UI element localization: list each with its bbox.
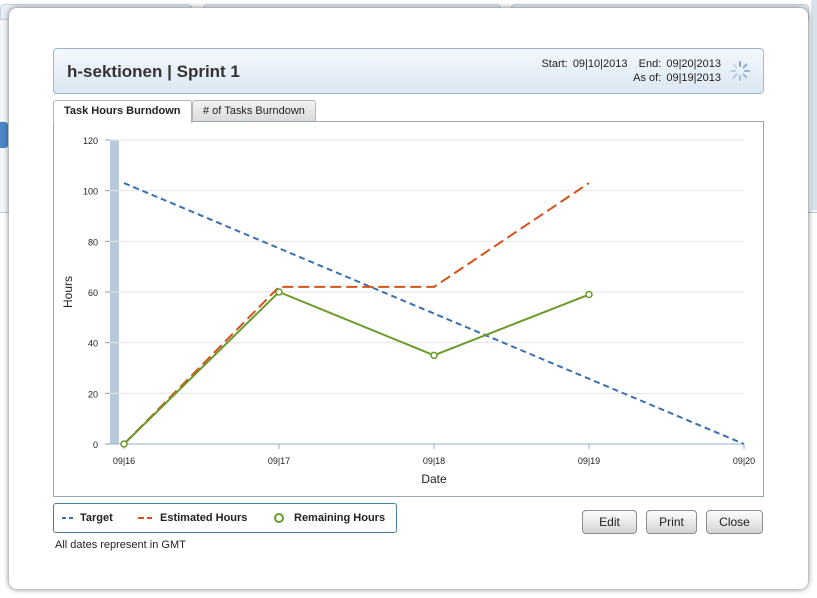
- x-tick-label: 09|20: [733, 456, 755, 466]
- estimated-line-icon: [138, 517, 152, 519]
- end-label: End:: [638, 58, 662, 70]
- data-point: [120, 440, 128, 448]
- sprint-title: h-sektionen | Sprint 1: [67, 62, 240, 81]
- tab-task-hours-burndown[interactable]: Task Hours Burndown: [53, 100, 192, 123]
- data-point: [275, 288, 283, 296]
- series-target: [123, 182, 745, 445]
- edit-button[interactable]: Edit: [582, 510, 637, 534]
- x-axis-label: Date: [421, 472, 447, 486]
- y-tick-label: 100: [83, 187, 98, 197]
- legend-estimated-label: Estimated Hours: [160, 512, 248, 524]
- y-tick-label: 0: [93, 440, 98, 450]
- timezone-note: All dates represent in GMT: [55, 539, 186, 551]
- sprint-dates: Start: 09|10|2013 End: 09|20|2013 As of:…: [539, 57, 721, 85]
- remaining-marker-icon: [274, 513, 284, 523]
- data-point: [430, 351, 438, 360]
- dialog-header: h-sektionen | Sprint 1 Start: 09|10|2013…: [53, 48, 764, 94]
- y-tick-label: 40: [88, 339, 98, 349]
- chart-canvas: 0 20 40 60 80 100 120 09|16 09|17 09|18 09|19 09|20…: [61, 136, 755, 486]
- start-label: Start:: [541, 58, 568, 70]
- asof-date: 09|19|2013: [666, 72, 721, 84]
- y-axis-label: Hours: [61, 276, 75, 308]
- y-tick-label: 20: [88, 389, 98, 399]
- legend-remaining-hours: Remaining Hours: [272, 504, 392, 532]
- series-estimated-hours: [123, 182, 590, 445]
- burndown-chart: 0 20 40 60 80 100 120 09|16 09|17 09|18 09|19 09|20…: [53, 121, 764, 497]
- y-tick-label: 80: [88, 237, 98, 247]
- burndown-dialog: h-sektionen | Sprint 1 Start: 09|10|2013…: [9, 8, 808, 589]
- series-remaining-hours: [123, 290, 590, 445]
- y-tick-label: 120: [83, 136, 98, 146]
- chart-legend: Target Estimated Hours Remaining Hours: [53, 503, 397, 533]
- y-tick-label: 60: [88, 288, 98, 298]
- legend-target-label: Target: [80, 512, 113, 524]
- tab-tasks-count-burndown[interactable]: # of Tasks Burndown: [192, 100, 316, 122]
- asof-label: As of:: [633, 72, 662, 84]
- loading-spinner-icon: [730, 61, 750, 81]
- x-tick-label: 09|17: [268, 456, 290, 466]
- data-point: [585, 290, 593, 299]
- end-date: 09|20|2013: [666, 58, 721, 70]
- target-line-icon: [62, 517, 74, 519]
- x-tick-label: 09|18: [423, 456, 445, 466]
- x-tick-label: 09|16: [113, 456, 135, 466]
- background-scrollbar: [811, 0, 817, 210]
- print-button[interactable]: Print: [646, 510, 697, 534]
- legend-estimated-hours: Estimated Hours: [136, 504, 266, 532]
- start-date: 09|10|2013: [572, 58, 628, 70]
- legend-remaining-label: Remaining Hours: [294, 512, 386, 524]
- background-button: [0, 122, 8, 148]
- x-tick-label: 09|19: [578, 456, 600, 466]
- close-button[interactable]: Close: [706, 510, 763, 534]
- legend-target: Target: [60, 504, 140, 532]
